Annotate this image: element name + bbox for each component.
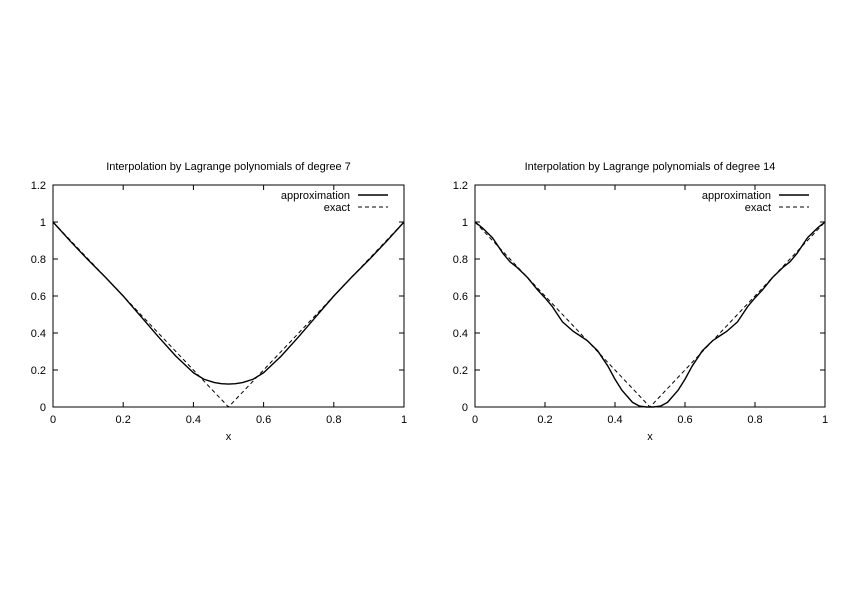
y-tick-label: 0.8 [453,254,468,266]
plot-frame [474,184,826,408]
chart-panel: 0 0.2 0.4 0.6 0.8 1 0 0.2 0.4 0.6 0.8 1 1.2 Interpola… [453,161,828,443]
chart-panel: 0 0.2 0.4 0.6 0.8 1 0 0.2 0.4 0.6 0.8 1 1.2 Interpola… [31,161,407,443]
x-tick-label: 0.2 [116,414,131,426]
y-tick-label: 0.2 [453,365,468,377]
series-line-approximation [52,221,405,385]
x-axis-label: x [226,431,232,443]
legend-label: exact [324,202,350,214]
y-tick-label: 0.8 [31,254,46,266]
legend-label: approximation [702,190,771,202]
x-axis-label: x [647,431,653,443]
y-tick-label: 0.6 [31,291,46,303]
x-tick-label: 1 [401,414,407,426]
x-tick-label: 0.6 [677,414,692,426]
y-tick-label: 0.4 [31,328,46,340]
chart-title: Interpolation by Lagrange polynomials of… [106,161,351,173]
x-tick-label: 0 [472,414,478,426]
series-line-exact [52,221,405,408]
series-line-approximation [474,221,826,408]
x-tick-label: 0.6 [256,414,271,426]
series-line-exact [474,221,826,408]
legend-label: approximation [281,190,350,202]
y-tick-label: 0 [462,402,468,414]
plot-frame [52,184,405,408]
y-tick-label: 0.4 [453,328,468,340]
x-tick-label: 0 [50,414,56,426]
x-tick-label: 0.2 [537,414,552,426]
legend-label: exact [745,202,771,214]
y-tick-label: 0 [40,402,46,414]
x-tick-label: 0.8 [747,414,762,426]
y-tick-label: 1.2 [31,180,46,192]
y-tick-label: 1 [40,217,46,229]
y-tick-label: 0.6 [453,291,468,303]
x-tick-label: 0.4 [607,414,622,426]
y-tick-label: 0.2 [31,365,46,377]
chart-title: Interpolation by Lagrange polynomials of… [525,161,776,173]
x-tick-label: 0.4 [186,414,201,426]
x-tick-label: 0.8 [326,414,341,426]
y-tick-label: 1.2 [453,180,468,192]
y-tick-label: 1 [462,217,468,229]
x-tick-label: 1 [822,414,828,426]
